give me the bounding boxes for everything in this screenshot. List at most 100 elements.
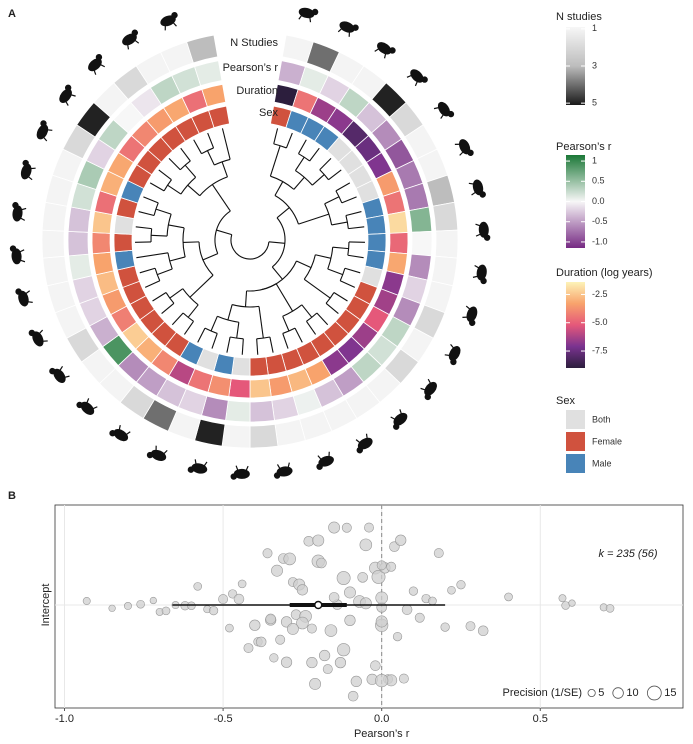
legend-label: Female [592, 436, 622, 446]
branch-arc [345, 215, 349, 229]
branch [256, 338, 259, 355]
icon-body [459, 139, 471, 155]
data-point [296, 616, 309, 630]
icon-head [15, 288, 22, 295]
branch-arc [182, 288, 199, 306]
data-point [371, 570, 386, 584]
branch [269, 336, 274, 353]
ring-tile [68, 253, 93, 281]
branch [151, 234, 168, 237]
ring-tile [432, 201, 459, 232]
icon-leg [27, 175, 33, 181]
ring-tile [67, 230, 90, 257]
animal-icon [49, 366, 70, 384]
icon-leg [194, 459, 197, 465]
icon-leg [474, 264, 480, 269]
data-point [359, 538, 373, 552]
branch [273, 128, 279, 145]
colorbar-label: -2.5 [592, 289, 608, 299]
branch-arc [214, 158, 231, 166]
icon-body [12, 205, 23, 222]
branch [168, 157, 181, 171]
branch [210, 316, 218, 332]
icon-leg [440, 113, 445, 119]
icon-leg [172, 21, 177, 27]
icon-leg [235, 465, 239, 471]
branch [216, 229, 232, 236]
branch [309, 147, 320, 162]
branch [202, 253, 218, 261]
branch [335, 182, 351, 192]
branch [221, 161, 228, 178]
branch [315, 254, 332, 259]
icon-head [131, 29, 138, 36]
branch [136, 252, 169, 259]
icon-leg [298, 14, 303, 20]
ring-tile [408, 206, 433, 233]
branch [183, 241, 200, 244]
branch [207, 132, 215, 149]
icon-leg [70, 94, 76, 97]
icon-leg [328, 451, 330, 458]
data-point [149, 596, 157, 605]
icon-head [109, 430, 116, 437]
icon-head [421, 76, 428, 83]
animal-icon [462, 305, 478, 326]
icon-head [311, 8, 319, 16]
branch-arc [282, 304, 303, 317]
icon-leg [348, 31, 351, 37]
branch [275, 283, 294, 312]
size-legend-circle [612, 687, 624, 699]
icon-body [59, 88, 72, 103]
data-point [568, 599, 576, 607]
animal-icon [146, 445, 168, 461]
estimate [314, 600, 323, 610]
ring-tile [231, 356, 251, 377]
animal-icon [468, 179, 486, 198]
size-legend-title: Precision (1/SE) [503, 687, 582, 699]
branch-arc [165, 292, 175, 304]
animal-icon [59, 84, 76, 106]
branch [149, 182, 165, 192]
branch [344, 267, 361, 274]
branch [144, 280, 161, 288]
ring-tile [249, 378, 272, 399]
icon-leg [162, 449, 168, 455]
branch [296, 260, 312, 269]
ring-tile [208, 105, 230, 129]
ring-tile [249, 423, 279, 449]
branch [152, 292, 167, 302]
icon-body [276, 466, 293, 477]
panel-label: B [8, 490, 16, 502]
legend-swatch [566, 432, 585, 451]
animal-icon [390, 409, 408, 430]
icon-head [22, 159, 29, 167]
icon-head [483, 234, 491, 241]
icon-leg [471, 191, 477, 196]
icon-leg [30, 167, 36, 170]
ring-tile [228, 378, 251, 399]
branch [276, 207, 290, 219]
icon-body [150, 449, 167, 461]
y-tick-label: Intercept [40, 584, 52, 627]
icon-head [273, 472, 281, 479]
ring-label: N Studies [230, 37, 278, 49]
icon-leg [276, 464, 281, 470]
branch-arc [335, 190, 343, 204]
branch-arc [230, 234, 270, 260]
branch-arc [214, 210, 231, 254]
data-point [187, 601, 196, 611]
branch [325, 302, 339, 314]
data-point [306, 656, 318, 669]
branch [244, 290, 248, 307]
data-point [447, 585, 456, 595]
ring-label: Duration [236, 85, 278, 97]
branch [311, 174, 325, 186]
data-point [456, 580, 466, 590]
icon-head [76, 401, 83, 409]
branch [167, 184, 182, 195]
icon-leg [27, 301, 33, 303]
branch-arc [153, 202, 159, 216]
icon-body [298, 7, 315, 19]
branch [285, 132, 293, 149]
